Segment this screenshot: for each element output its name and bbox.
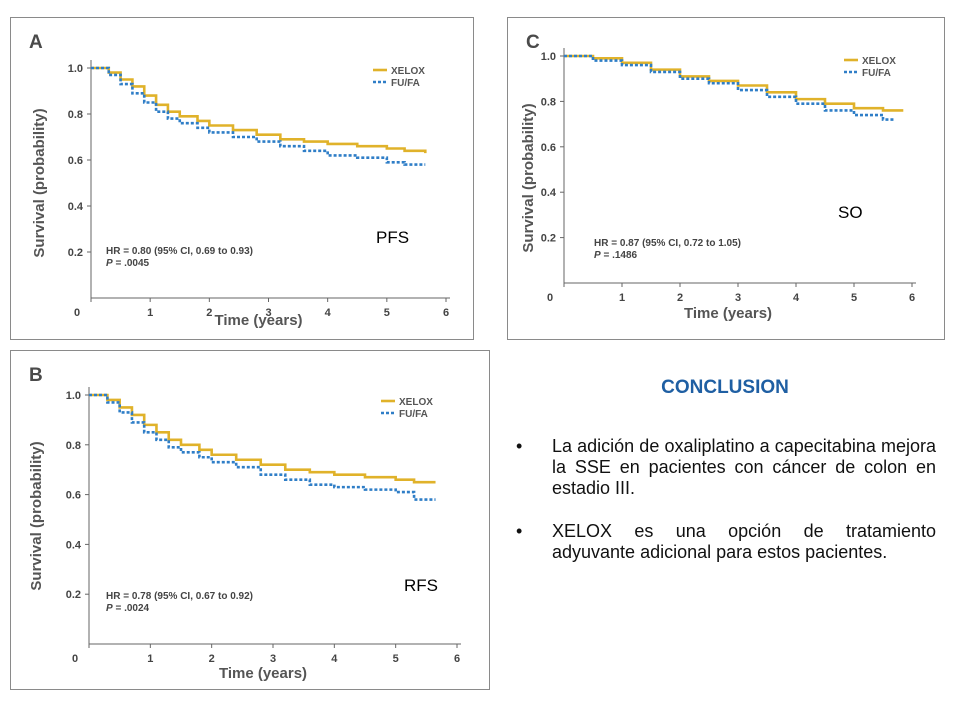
series-line-fufa <box>564 54 895 121</box>
conclusion-list: • La adición de oxaliplatino a capecitab… <box>516 436 936 585</box>
x-axis-title: Time (years) <box>219 665 307 682</box>
endpoint-label: RFS <box>404 576 438 595</box>
series-line-fufa <box>91 66 426 166</box>
legend-label: XELOX <box>399 397 433 408</box>
x-tick-label: 2 <box>677 292 683 304</box>
hazard-ratio-text: HR = 0.80 (95% CI, 0.69 to 0.93) <box>106 246 253 257</box>
endpoint-label: SO <box>838 203 863 222</box>
conclusion-bullet: • XELOX es una opción de tratamiento ady… <box>516 521 936 563</box>
x-tick-label: 0 <box>547 292 553 304</box>
x-tick-label: 4 <box>793 292 800 304</box>
km-chart-svg: B 1.0 0.8 0.6 0.4 0.2 0 1 2 3 4 5 6 Time (years) Survi… <box>28 365 461 682</box>
x-tick-label: 1 <box>147 653 153 665</box>
y-tick-label: 0.2 <box>66 589 81 601</box>
x-tick-label: 2 <box>206 307 212 319</box>
y-tick-label: 1.0 <box>68 63 83 75</box>
series-line-fufa <box>89 393 436 501</box>
legend-label: FU/FA <box>399 409 428 420</box>
y-tick-label: 0.6 <box>541 142 556 154</box>
x-axis-title: Time (years) <box>214 312 302 329</box>
panel-letter: C <box>526 32 540 53</box>
hazard-ratio-text: HR = 0.87 (95% CI, 0.72 to 1.05) <box>594 238 741 249</box>
x-tick-label: 4 <box>325 307 332 319</box>
y-tick-label: 0.4 <box>66 539 82 551</box>
legend-label: XELOX <box>391 66 425 77</box>
panel-letter: A <box>29 32 43 53</box>
legend-label: XELOX <box>862 56 896 67</box>
p-value-text: P = .1486 <box>594 250 638 261</box>
y-tick-label: 0.6 <box>66 490 81 502</box>
hazard-ratio-text: HR = 0.78 (95% CI, 0.67 to 0.92) <box>106 591 253 602</box>
y-axis-title: Survival (probability) <box>520 103 537 252</box>
x-tick-label: 3 <box>735 292 741 304</box>
y-tick-label: 0.4 <box>541 187 557 199</box>
legend-label: FU/FA <box>862 68 891 79</box>
x-tick-label: 1 <box>619 292 625 304</box>
p-value-text: P = .0045 <box>106 258 150 269</box>
x-tick-label: 6 <box>454 653 460 665</box>
y-tick-label: 0.2 <box>68 247 83 259</box>
y-tick-label: 1.0 <box>66 390 81 402</box>
x-tick-label: 0 <box>72 653 78 665</box>
chart-panel-b: B 1.0 0.8 0.6 0.4 0.2 0 1 2 3 4 5 6 Time (years) Survi… <box>10 350 490 690</box>
bullet-icon: • <box>516 521 523 541</box>
p-value-text: P = .0024 <box>106 603 150 614</box>
endpoint-label: PFS <box>376 228 409 247</box>
x-tick-label: 6 <box>443 307 449 319</box>
x-tick-label: 5 <box>384 307 390 319</box>
x-tick-label: 6 <box>909 292 915 304</box>
conclusion-bullet-text: La adición de oxaliplatino a capecitabin… <box>552 436 936 498</box>
y-tick-label: 0.4 <box>68 201 84 213</box>
y-tick-label: 1.0 <box>541 51 556 63</box>
chart-panel-a: A 1.0 0.8 0.6 0.4 0.2 0 1 2 3 4 5 6 Time (years) Survi… <box>10 17 474 340</box>
y-tick-label: 0.8 <box>66 440 81 452</box>
series-line-xelox <box>91 66 427 154</box>
y-tick-label: 0.8 <box>68 109 83 121</box>
x-tick-label: 4 <box>331 653 338 665</box>
x-tick-label: 3 <box>270 653 276 665</box>
y-tick-label: 0.8 <box>541 96 556 108</box>
conclusion-title: CONCLUSION <box>661 377 789 398</box>
x-tick-label: 3 <box>265 307 271 319</box>
conclusion-bullet-text: XELOX es una opción de tratamiento adyuv… <box>552 521 936 562</box>
km-chart-svg: C1.0 0.8 0.6 0.4 0.2 0 1 2 3 4 5 6 Time (years) Survi… <box>520 32 916 322</box>
conclusion-bullet: • La adición de oxaliplatino a capecitab… <box>516 436 936 499</box>
chart-panel-c: C 1.0 0.8 0.6 0.4 0.2 0 1 2 3 4 5 6 Time (years) Survi… <box>507 17 945 340</box>
legend-label: FU/FA <box>391 78 420 89</box>
panel-letter: B <box>29 365 43 386</box>
bullet-icon: • <box>516 436 523 456</box>
y-axis-title: Survival (probability) <box>31 108 48 257</box>
y-axis-title: Survival (probability) <box>28 441 45 590</box>
x-tick-label: 2 <box>209 653 215 665</box>
x-tick-label: 0 <box>74 307 80 319</box>
x-tick-label: 5 <box>851 292 857 304</box>
km-chart-svg: A 1.0 0.8 0.6 0.4 0.2 0 1 2 3 4 5 6 Time (years) Survi… <box>29 32 450 329</box>
x-tick-label: 5 <box>393 653 399 665</box>
series-line-xelox <box>89 393 436 484</box>
y-tick-label: 0.2 <box>541 233 556 245</box>
x-tick-label: 1 <box>147 307 153 319</box>
x-axis-title: Time (years) <box>684 305 772 322</box>
y-tick-label: 0.6 <box>68 155 83 167</box>
